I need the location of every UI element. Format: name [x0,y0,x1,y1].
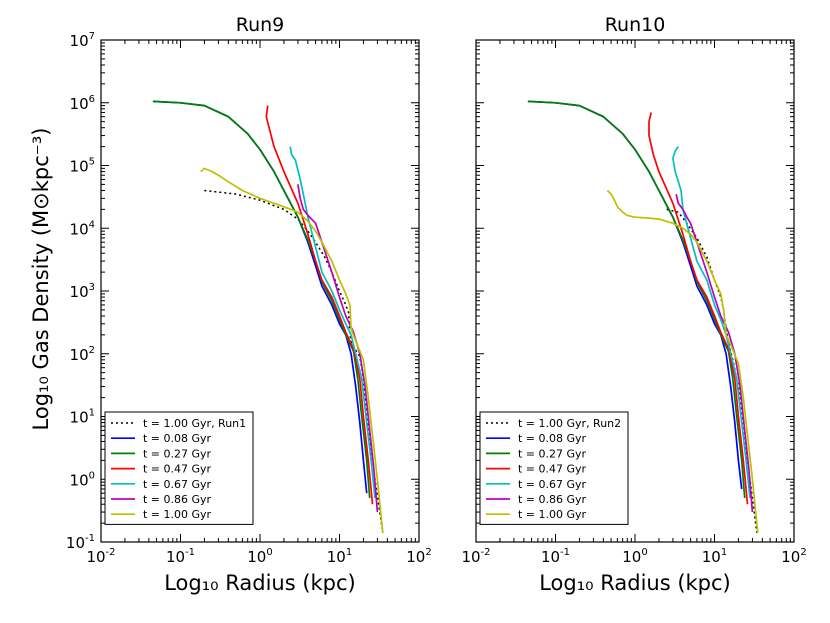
panel-title: Run9 [236,14,285,36]
y-tick-label: 106 [70,94,95,113]
series-group [152,100,384,533]
series-line-3 [265,105,374,505]
legend-label: t = 0.86 Gyr [143,493,212,506]
x-tick-label: 101 [702,547,727,566]
legend-label: t = 1.00 Gyr [143,508,212,521]
series-line-4 [672,146,751,499]
legend-label: t = 0.67 Gyr [143,478,212,491]
series-line-0 [204,189,384,533]
y-tick-label: 107 [70,31,95,50]
legend-label: t = 0.86 Gyr [518,493,587,506]
legend-label: t = 0.27 Gyr [518,447,587,460]
x-tick-label: 100 [622,547,647,566]
legend-label: t = 0.67 Gyr [518,478,587,491]
panel-run10: Run10 Log₁₀ Radius (kpc) 10-2 10-1 100 101 102… [461,14,806,595]
legend: t = 1.00 Gyr, Run2 t = 0.08 Gyr t = 0.27 G… [479,411,629,525]
x-tick-label: 102 [406,547,431,566]
ticks [100,39,420,543]
x-tick-label: 100 [247,547,272,566]
y-tick-label: 103 [70,282,95,301]
legend-label: t = 1.00 Gyr, Run1 [143,417,246,430]
legend-label: t = 0.27 Gyr [143,447,212,460]
panel-title: Run10 [605,14,666,36]
series-line-6 [200,167,384,533]
x-tick-label: 10-1 [541,547,570,566]
y-tick-label: 101 [70,408,95,427]
x-tick-label: 10-2 [86,547,115,566]
x-tick-label: 10-2 [461,547,490,566]
y-tick-label: 102 [70,345,95,364]
series-group [527,100,759,533]
x-tick-label: 10-1 [166,547,195,566]
ticks [475,39,795,543]
y-tick-label: 10-1 [66,533,95,552]
series-line-5 [675,193,754,513]
series-line-6 [606,189,759,533]
x-tick-label: 102 [781,547,806,566]
legend-label: t = 1.00 Gyr [518,508,587,521]
y-tick-label: 105 [70,157,95,176]
legend-label: t = 0.08 Gyr [143,432,212,445]
x-axis-label: Log₁₀ Radius (kpc) [164,571,356,595]
x-axis-label: Log₁₀ Radius (kpc) [539,571,731,595]
legend-label: t = 0.47 Gyr [143,463,212,476]
series-line-4 [289,146,376,499]
legend: t = 1.00 Gyr, Run1 t = 0.08 Gyr t = 0.27 G… [104,411,254,525]
y-tick-label: 100 [70,470,95,489]
x-tick-label: 101 [327,547,352,566]
legend-label: t = 0.47 Gyr [518,463,587,476]
series-line-3 [648,112,749,505]
legend-label: t = 0.08 Gyr [518,432,587,445]
series-line-5 [297,184,379,513]
legend-label: t = 1.00 Gyr, Run2 [518,417,621,430]
y-tick-label: 104 [70,219,95,238]
y-axis-label: Log₁₀ Gas Density (M⊙kpc⁻³) [29,128,53,431]
